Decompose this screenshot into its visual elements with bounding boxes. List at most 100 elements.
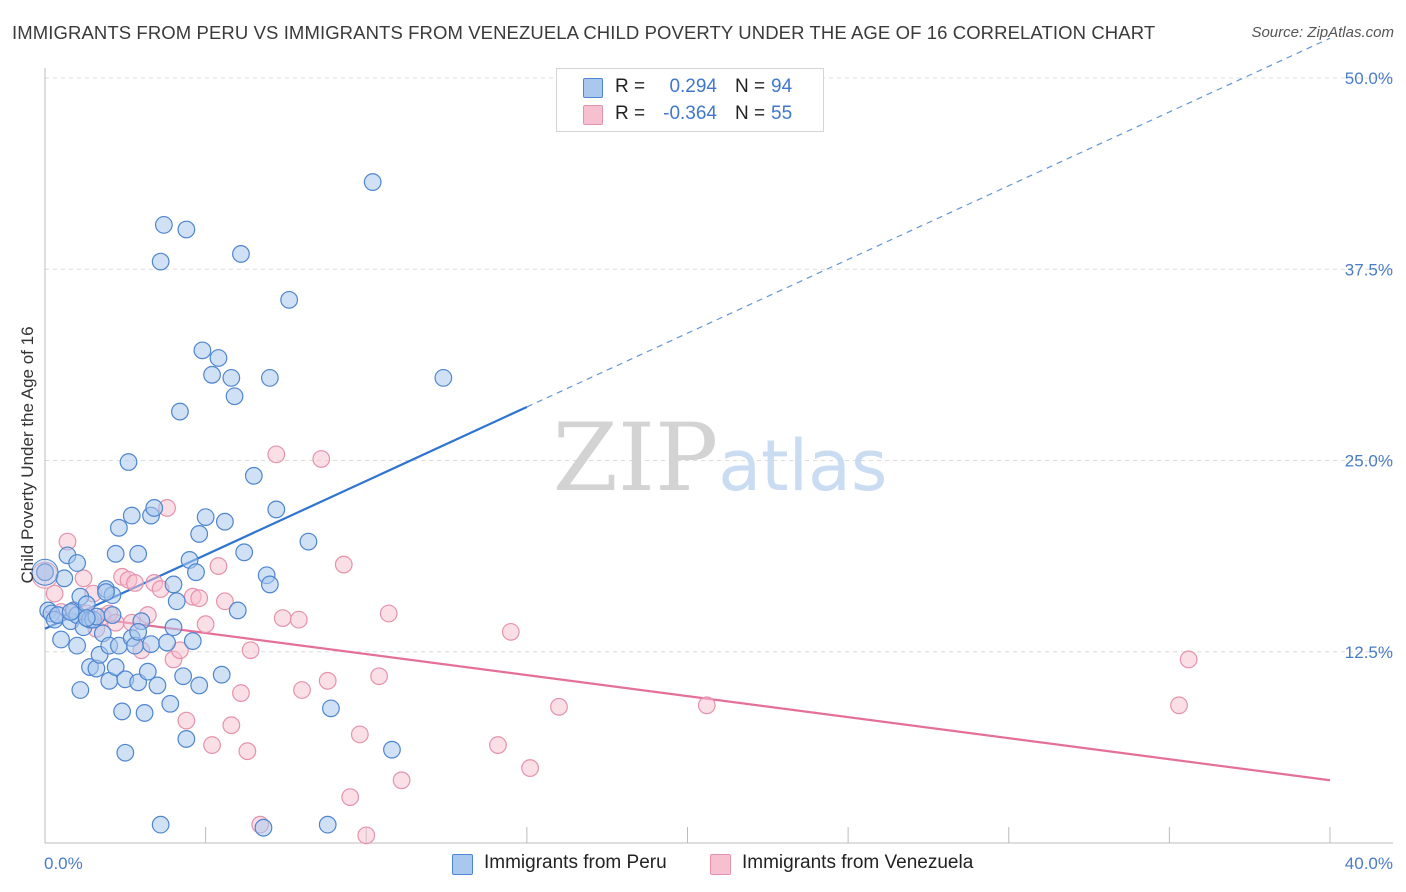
y-tick-label: 25.0% — [1345, 452, 1393, 471]
peru-swatch — [583, 78, 603, 98]
venezuela-point — [238, 742, 257, 761]
peru-point — [174, 667, 193, 686]
peru-trend-line — [44, 405, 528, 630]
peru-point — [109, 518, 128, 537]
peru-trend-extension — [526, 37, 1331, 408]
venezuela-point — [232, 684, 250, 702]
peru-point — [209, 349, 228, 367]
peru-point — [71, 681, 90, 699]
peru-point — [228, 601, 247, 620]
peru-point — [235, 543, 254, 562]
venezuela-swatch — [710, 854, 731, 875]
chart-title: IMMIGRANTS FROM PERU VS IMMIGRANTS FROM … — [12, 22, 1156, 43]
peru-point — [151, 252, 170, 271]
peru-point — [177, 730, 196, 748]
peru-point — [299, 532, 318, 551]
y-axis-label: Child Poverty Under the Age of 16 — [18, 326, 37, 583]
venezuela-point — [45, 584, 64, 603]
peru-point — [129, 544, 148, 563]
venezuela-point — [312, 450, 331, 468]
venezuela-point — [190, 589, 209, 608]
venezuela-point — [501, 622, 520, 641]
peru-point — [260, 368, 279, 387]
peru-point — [280, 290, 299, 309]
peru-point — [244, 466, 263, 485]
venezuela-point — [289, 610, 308, 629]
venezuela-point — [521, 759, 539, 777]
x-tick-label: 0.0% — [44, 854, 83, 873]
watermark: ZIPatlas — [553, 404, 888, 513]
venezuela-point — [273, 609, 292, 627]
venezuela-point — [171, 641, 189, 660]
venezuela-point — [126, 574, 144, 592]
peru-point — [129, 622, 148, 641]
peru-point — [222, 368, 241, 387]
peru-point — [113, 702, 131, 721]
peru-point — [158, 633, 176, 652]
peru-point — [106, 544, 125, 563]
peru-point — [154, 215, 173, 234]
peru-point — [322, 699, 340, 718]
venezuela-point — [550, 697, 568, 716]
peru-point — [363, 173, 382, 191]
peru-point — [116, 743, 135, 762]
peru-point — [138, 662, 157, 681]
x-tick-label: 40.0% — [1345, 854, 1393, 873]
peru-point — [106, 658, 125, 676]
peru-point — [225, 387, 244, 406]
venezuela-point — [379, 604, 398, 623]
peru-point — [318, 815, 337, 834]
series-legend: Immigrants from Peru Immigrants from Ven… — [0, 851, 1406, 877]
venezuela-point — [209, 557, 228, 575]
venezuela-point — [203, 736, 221, 754]
axes — [44, 68, 1393, 844]
peru-point — [68, 636, 87, 655]
n-value: 94 — [771, 76, 793, 97]
correlation-legend: R = 0.294 N = 94 R = -0.364 N = 55 — [556, 68, 824, 132]
peru-point — [260, 575, 279, 594]
venezuela-point — [392, 771, 411, 790]
venezuela-point — [241, 641, 260, 660]
tick-labels: 12.5% 25.0% 37.5% 50.0% 0.0% 40.0% — [44, 69, 1393, 873]
peru-points — [31, 173, 453, 837]
venezuela-swatch — [583, 105, 603, 125]
y-tick-label: 50.0% — [1345, 69, 1393, 88]
peru-point — [212, 665, 231, 684]
watermark-atlas: atlas — [718, 425, 887, 507]
peru-point — [151, 815, 170, 834]
peru-point — [187, 563, 205, 582]
venezuela-point — [357, 826, 376, 845]
peru-point — [383, 740, 401, 759]
peru-point — [254, 818, 273, 837]
venezuela-point — [350, 725, 369, 744]
gridlines — [45, 77, 1393, 653]
r-label: R = — [615, 103, 646, 124]
venezuela-point — [222, 716, 241, 735]
n-label: N = — [735, 103, 766, 124]
peru-point — [122, 506, 141, 525]
peru-point — [148, 676, 167, 695]
legend-label: Immigrants from Peru — [484, 852, 667, 873]
venezuela-point — [74, 569, 93, 588]
peru-point-cluster — [31, 558, 59, 586]
peru-point — [103, 606, 122, 624]
y-tick-label: 37.5% — [1345, 260, 1393, 279]
venezuela-point — [215, 592, 234, 611]
source-credit: Source: ZipAtlas.com — [1251, 24, 1394, 41]
peru-point — [167, 592, 186, 611]
venezuela-point — [318, 671, 337, 690]
venezuela-point — [293, 681, 311, 699]
peru-point — [119, 453, 138, 471]
peru-point — [145, 499, 164, 517]
venezuela-point — [196, 615, 215, 634]
trend-lines — [44, 37, 1331, 782]
r-value: -0.364 — [663, 103, 717, 124]
venezuela-point — [341, 788, 360, 806]
venezuela-point — [370, 667, 389, 686]
peru-point — [164, 575, 183, 594]
peru-point — [164, 618, 183, 637]
venezuela-point — [334, 555, 353, 574]
peru-point — [232, 245, 250, 263]
peru-point — [97, 583, 115, 601]
peru-point — [434, 368, 453, 387]
